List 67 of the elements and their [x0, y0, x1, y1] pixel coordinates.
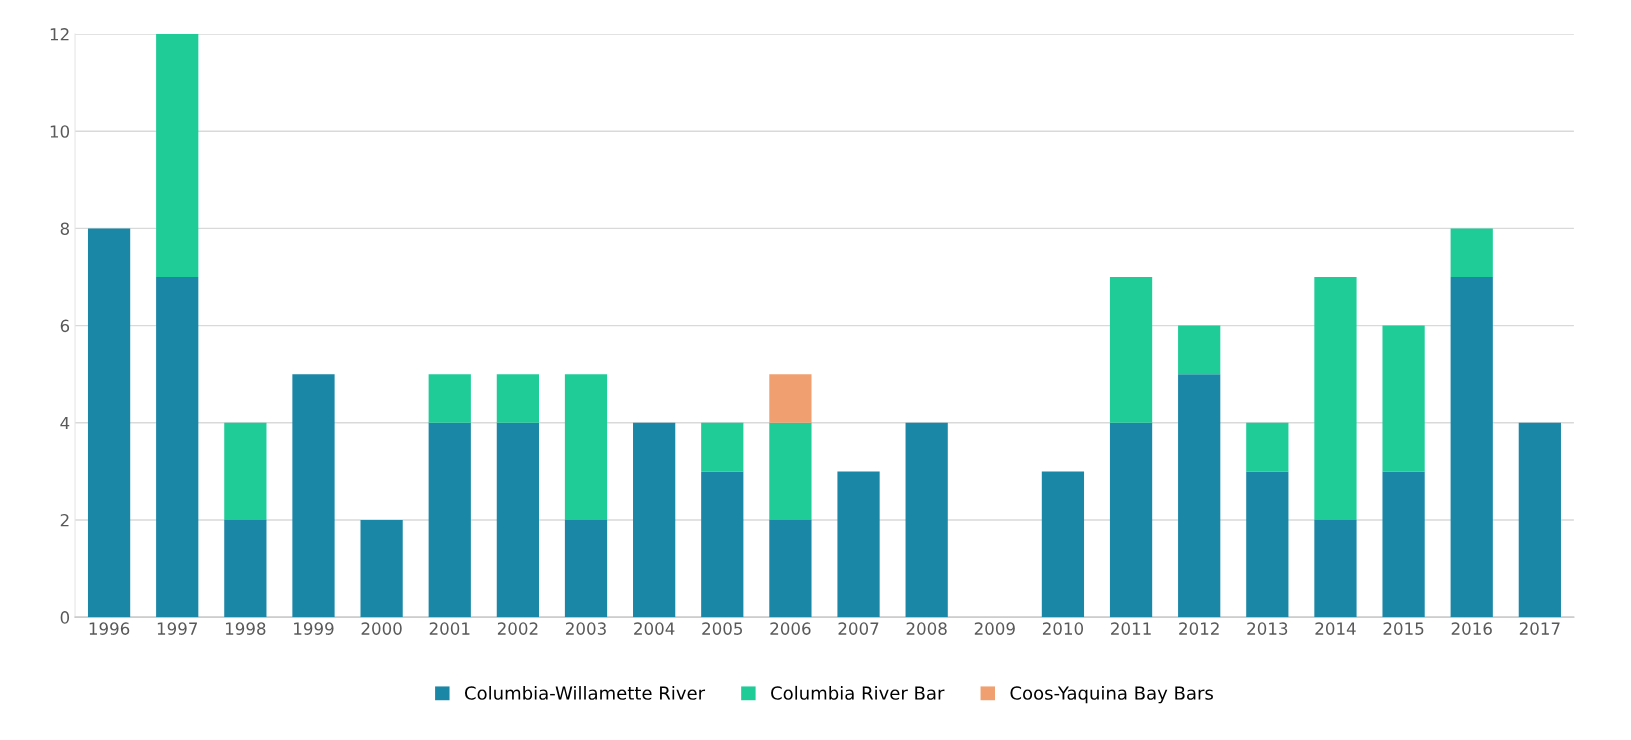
bar	[564, 374, 608, 520]
x-tick-label: 2005	[702, 622, 743, 635]
bar	[1041, 471, 1085, 618]
x-tick-label: 2000	[361, 622, 402, 635]
x-tick-label: 2012	[1179, 622, 1219, 635]
bar	[428, 422, 471, 618]
bar	[224, 422, 267, 520]
bar	[905, 422, 948, 618]
bar	[1382, 471, 1425, 618]
bar	[769, 422, 812, 520]
x-tick-label: 2002	[497, 622, 538, 635]
y-tick-label: 10	[50, 125, 70, 138]
bar	[87, 228, 131, 618]
x-tick-label: 2003	[566, 622, 606, 635]
y-tick-label: 0	[60, 611, 70, 624]
x-tick-label: 2009	[974, 622, 1015, 635]
bar	[156, 34, 199, 278]
bar	[1246, 471, 1289, 618]
bar	[701, 422, 744, 472]
x-tick-label: 2016	[1451, 622, 1492, 635]
bar	[1450, 228, 1493, 278]
bar	[1314, 277, 1357, 520]
y-tick-label: 8	[60, 222, 70, 235]
x-tick-label: 2010	[1042, 622, 1084, 635]
bar	[1109, 422, 1153, 618]
bar	[1178, 374, 1221, 618]
bar	[1518, 422, 1561, 618]
bar	[224, 519, 267, 618]
bar	[837, 471, 880, 618]
y-tick-label: 2	[60, 513, 69, 527]
y-tick-label: 12	[50, 28, 69, 41]
x-tick-label: 2014	[1315, 622, 1356, 635]
x-tick-label: 1996	[89, 622, 130, 635]
y-tick-label: 4	[60, 416, 70, 430]
x-tick-label: 1998	[225, 622, 266, 635]
x-tick-label: 2006	[770, 622, 811, 635]
bar	[360, 519, 403, 618]
x-tick-label: 2013	[1247, 622, 1288, 635]
legend-label: Coos-Yaquina Bay Bars	[1010, 685, 1213, 704]
x-tick-label: 1999	[294, 622, 334, 635]
bar	[701, 471, 744, 618]
x-tick-label: 2008	[906, 622, 947, 635]
bar	[769, 519, 812, 618]
y-tick-label: 6	[60, 319, 70, 333]
legend-label: Columbia-Willamette River	[464, 685, 706, 700]
x-tick-label: 2007	[838, 622, 879, 635]
legend-label: Columbia River Bar	[771, 685, 945, 700]
bar	[1450, 277, 1493, 618]
bar	[496, 374, 539, 423]
bar	[292, 374, 335, 618]
bar	[1178, 325, 1221, 375]
x-tick-label: 1997	[157, 622, 198, 635]
bar	[1314, 519, 1357, 618]
bar	[1382, 325, 1425, 472]
bar	[496, 422, 539, 618]
x-tick-label: 2011	[1111, 622, 1151, 635]
x-tick-label: 2004	[634, 622, 675, 635]
x-tick-label: 2001	[429, 622, 470, 635]
bar	[564, 519, 608, 618]
bar	[156, 277, 199, 618]
x-tick-label: 2017	[1519, 622, 1560, 635]
bar	[1109, 277, 1153, 423]
x-tick-label: 2015	[1383, 622, 1424, 635]
bar	[1246, 422, 1289, 472]
bar	[633, 422, 676, 618]
bar	[428, 374, 471, 423]
bar	[769, 374, 812, 423]
